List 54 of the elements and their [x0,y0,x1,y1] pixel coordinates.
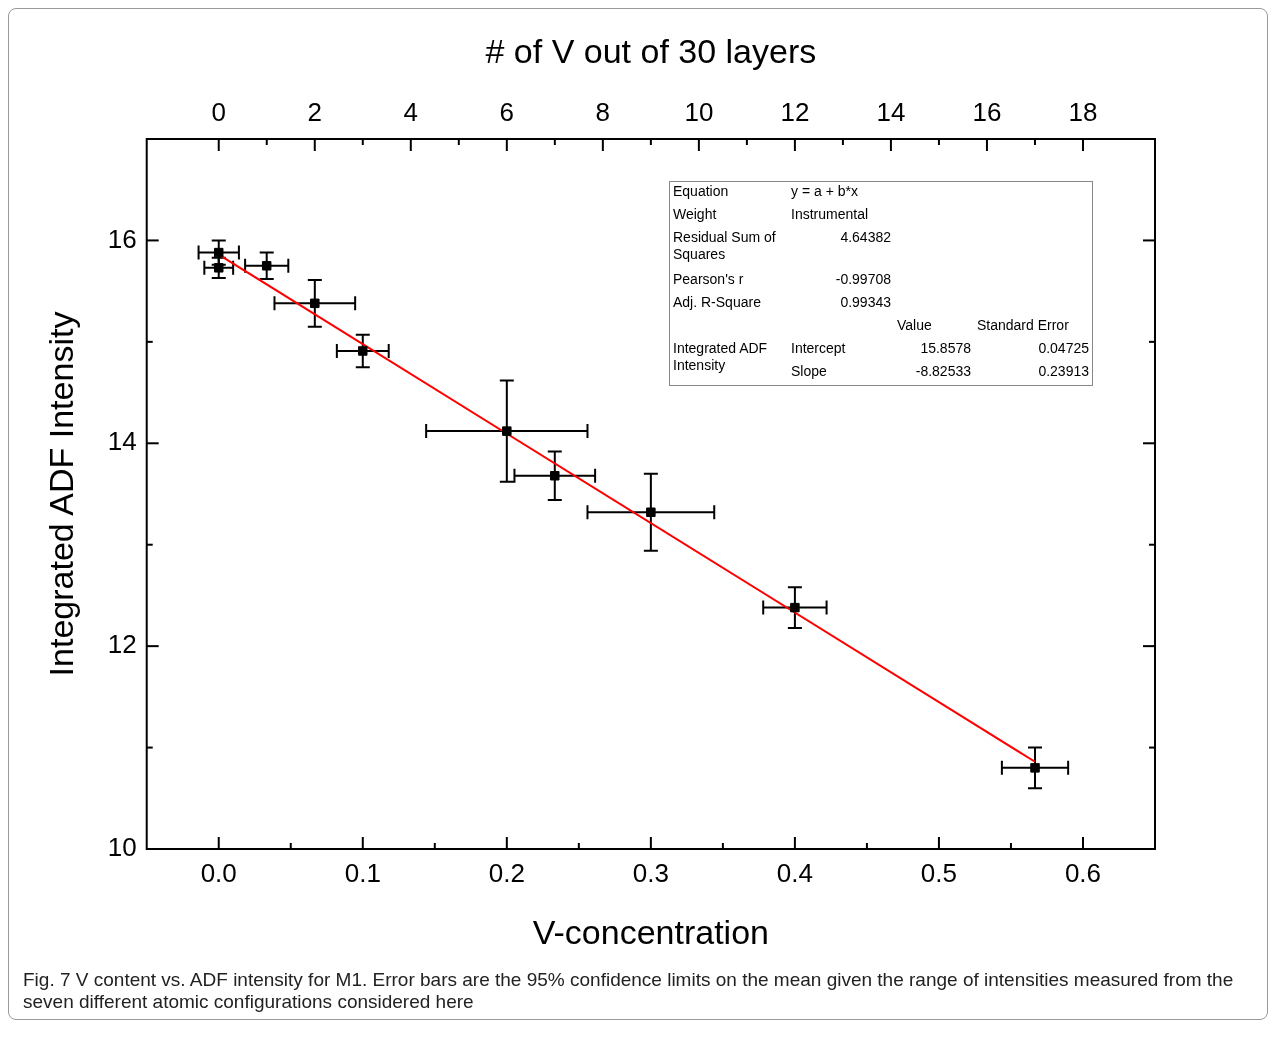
annotation: 0.99343 [839,293,892,312]
annotation: 4.64382 [839,228,892,247]
x-tick-label: 0.5 [920,857,958,888]
x2-tick-label: 10 [684,96,714,127]
x2-tick-label: 14 [876,96,906,127]
annotation: Integrated ADF Intensity [672,339,769,375]
annotation: Adj. R-Square [672,293,762,312]
y-tick-label: 14 [107,426,137,457]
x2-tick-label: 0 [211,96,226,127]
x2-tick-label: 2 [307,96,322,127]
x-tick-label: 0.6 [1064,857,1102,888]
annotation: Standard Error [976,316,1070,335]
point [550,471,560,481]
y-axis-title: Integrated ADF Intensity [41,311,80,677]
x-tick-label: 0.1 [344,857,381,888]
annotation: -8.82533 [914,362,972,381]
point [261,261,272,271]
annotation: Value [896,316,933,335]
x2-tick-label: 6 [499,96,515,127]
annotation: Slope [790,362,828,381]
y-tick-label: 12 [107,629,137,660]
x2-tick-label: 4 [403,96,419,127]
annotation: 0.04725 [1037,339,1090,358]
annotation: Pearson's r [672,270,745,289]
y-tick-label: 16 [107,223,137,254]
annotation: -0.99708 [834,270,892,289]
annotation: Equation [672,182,730,201]
x-tick-label: 0.4 [776,857,813,888]
x2-axis-title: # of V out of 30 layers [485,31,817,70]
x2-tick-label: 8 [595,96,611,127]
annotation: Weight [672,205,718,224]
annotation: 15.8578 [919,339,972,358]
x2-tick-label: 12 [780,96,810,127]
annotation: Instrumental [790,205,870,224]
x2-tick-label: 16 [972,96,1002,127]
y-tick-label: 10 [107,832,137,863]
annotation: Intercept [790,339,847,358]
point [214,263,224,273]
point [1030,763,1040,773]
point [502,426,512,436]
x-tick-label: 0.3 [632,857,669,888]
annotation: y = a + b*x [790,182,859,201]
caption: Fig. 7 V content vs. ADF intensity for M1. Error bars are the 95% confidence limits on the mean given the range of intensities measured from the seven different atomic configurations considered here [22,969,1235,1014]
point [790,602,800,613]
x-tick-label: 0.0 [200,857,237,888]
x-tick-label: 0.2 [488,857,525,888]
point [214,247,224,258]
point [358,346,368,356]
annotation: Residual Sum of Squares [672,228,777,264]
point [646,507,656,517]
x2-tick-label: 18 [1068,96,1098,127]
annotation: 0.23913 [1037,362,1090,381]
point [310,298,320,309]
x-axis-title: V-concentration [532,912,769,951]
